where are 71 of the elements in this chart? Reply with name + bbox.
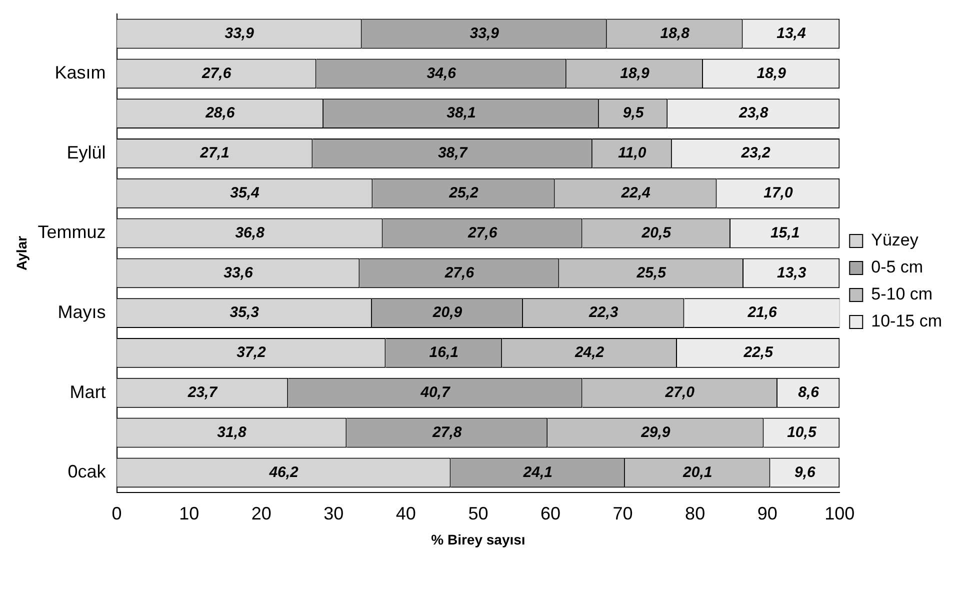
data-label: 33,9 — [224, 24, 255, 42]
data-label: 23,7 — [186, 384, 218, 401]
data-label: 27,8 — [432, 424, 462, 441]
x-tick-label: 80 — [685, 503, 706, 524]
data-label: 34,6 — [426, 64, 457, 82]
x-tick-label: 40 — [396, 503, 416, 524]
data-label: 25,5 — [636, 264, 667, 282]
data-label: 18,9 — [756, 64, 787, 82]
data-label: 27,6 — [466, 224, 498, 242]
legend-label: 0-5 cm — [871, 258, 924, 277]
data-label: 27,1 — [199, 144, 230, 162]
data-label: 29,9 — [640, 424, 671, 441]
legend-label: Yüzey — [871, 230, 919, 250]
data-label: 22,5 — [742, 344, 774, 362]
data-label: 46,2 — [268, 464, 300, 481]
data-label: 21,6 — [746, 304, 778, 322]
x-tick-label: 90 — [757, 503, 778, 524]
x-tick-label: 70 — [612, 503, 633, 524]
data-label: 24,1 — [522, 464, 552, 481]
data-label: 18,9 — [620, 64, 650, 82]
data-label: 33,9 — [470, 24, 500, 42]
data-label: 9,6 — [794, 464, 816, 481]
data-label: 24,2 — [574, 344, 605, 362]
data-label: 40,7 — [420, 384, 450, 401]
data-label: 11,0 — [618, 144, 647, 162]
y-tick-label: Kasım — [54, 62, 106, 83]
y-tick-label: 0cak — [68, 462, 107, 482]
data-label: 10,5 — [787, 424, 817, 441]
x-tick-label: 50 — [468, 503, 488, 524]
data-label: 20,1 — [682, 464, 712, 481]
data-label: 18,8 — [660, 24, 690, 42]
data-label: 20,9 — [432, 304, 463, 322]
data-label: 27,0 — [664, 384, 696, 401]
data-label: 35,3 — [230, 304, 260, 322]
data-label: 15,1 — [770, 224, 800, 242]
data-label: 28,6 — [204, 104, 236, 122]
data-label: 16,1 — [429, 344, 458, 362]
y-tick-label: Eylül — [66, 142, 106, 162]
data-label: 36,8 — [235, 224, 266, 242]
y-tick-label: Mart — [70, 382, 106, 402]
data-label: 31,8 — [217, 424, 247, 441]
x-tick-label: 60 — [540, 503, 561, 524]
data-label: 27,6 — [200, 64, 232, 82]
data-label: 9,5 — [622, 104, 644, 122]
data-label: 13,4 — [776, 24, 806, 42]
y-tick-label: Temmuz — [38, 222, 106, 242]
legend-label: 5-10 cm — [871, 284, 933, 304]
data-label: 27,6 — [444, 264, 475, 282]
data-label: 35,4 — [230, 184, 260, 202]
y-tick-label: Mayıs — [58, 302, 106, 322]
x-tick-label: 20 — [251, 503, 272, 524]
data-label: 22,3 — [588, 304, 619, 322]
legend-label: 10-15 cm — [871, 312, 942, 331]
x-tick-label: 0 — [112, 503, 122, 524]
data-label: 22,4 — [620, 184, 652, 202]
data-label: 23,2 — [740, 144, 772, 162]
data-label: 38,7 — [438, 144, 468, 162]
data-label: 37,2 — [236, 344, 267, 362]
data-label: 8,6 — [798, 384, 820, 401]
data-label: 13,3 — [776, 264, 807, 282]
data-label: 33,6 — [224, 264, 254, 282]
data-label: 23,8 — [738, 104, 769, 122]
x-axis-title: % Birey sayısı — [431, 531, 526, 548]
data-label: 25,2 — [448, 184, 480, 202]
data-label: 38,1 — [446, 104, 476, 122]
x-tick-label: 30 — [324, 503, 344, 524]
data-label: 17,0 — [764, 184, 794, 202]
data-label: 20,5 — [640, 224, 672, 242]
x-tick-label: 10 — [179, 503, 200, 524]
x-tick-label: 100 — [824, 503, 855, 524]
y-axis-title: Aylar — [13, 235, 30, 270]
